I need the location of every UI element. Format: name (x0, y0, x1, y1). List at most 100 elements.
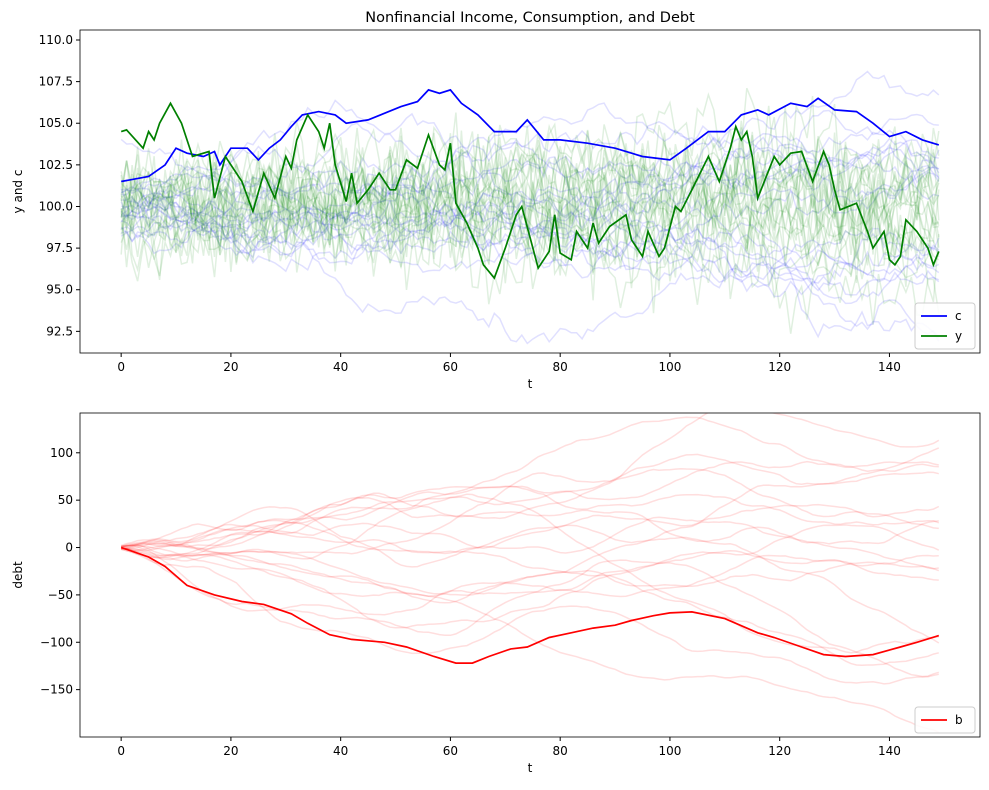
faint-debt-path (121, 524, 940, 629)
subplot-2: 0 20 40 60 80 100 120 140 −150 −100 −50 0 50 100 t debt… (11, 412, 981, 775)
y-tick-label: 95.0 (46, 283, 73, 297)
faint-y-path (120, 150, 939, 289)
y-tick-label: 105.0 (39, 116, 73, 130)
y-tick-label: 50 (58, 493, 73, 507)
faint-y-path (120, 130, 940, 275)
faint-c-path (120, 185, 940, 283)
x-tick-label: 100 (658, 744, 681, 758)
x-tick-label: 20 (223, 360, 238, 374)
faint-y-path (120, 177, 940, 278)
faint-debt-path (121, 522, 940, 644)
faint-y-path (120, 167, 940, 334)
faint-debt-path (121, 503, 940, 555)
legend-label-b: b (955, 713, 963, 727)
faint-y-path (120, 103, 940, 221)
faint-c-path (120, 198, 940, 342)
faint-c-path (120, 206, 940, 274)
faint-c-path (121, 122, 940, 226)
faint-y-path (120, 184, 940, 314)
legend-label-c: c (955, 309, 962, 323)
faint-y-path (120, 139, 940, 266)
faint-c-path (120, 137, 940, 252)
faint-c-path (120, 214, 940, 345)
faint-debt-path (121, 416, 939, 559)
y-axis-label: debt (11, 561, 25, 589)
axes-frame (79, 412, 981, 738)
x-tick-label: 80 (553, 744, 568, 758)
y-tick-label: −150 (40, 683, 73, 697)
x-tick-label: 140 (878, 744, 901, 758)
faint-c-path (120, 190, 940, 260)
x-tick-label: 140 (878, 360, 901, 374)
faint-debt-path (121, 467, 939, 555)
faint-y-path (120, 135, 940, 273)
faint-debt-path (121, 485, 940, 552)
faint-y-path (120, 155, 940, 265)
faint-y-path (120, 152, 940, 291)
x-tick-label: 100 (658, 360, 681, 374)
subplot-1: 0 20 40 60 80 100 120 140 92.5 95.0 97.5 100.0 102.5… (11, 10, 981, 391)
axes-frame (79, 29, 981, 354)
faint-c-path (121, 197, 940, 305)
faint-debt-path (120, 447, 940, 547)
y-tick-label: 0 (65, 541, 73, 555)
faint-debt-path (120, 496, 939, 570)
faint-y-path (120, 125, 940, 278)
faint-c-path (120, 109, 939, 225)
plot-area (120, 413, 940, 733)
y-tick-label: 97.5 (46, 241, 73, 255)
faint-y-path (120, 161, 940, 301)
faint-debt-path (121, 413, 940, 550)
faint-debt-path (120, 493, 939, 654)
faint-y-path (120, 126, 940, 248)
y-tick-label: −100 (40, 635, 73, 649)
faint-debt-path (121, 471, 939, 597)
y-tick-label: 102.5 (39, 158, 73, 172)
x-tick-label: 0 (117, 360, 125, 374)
x-axis-label: t (528, 377, 533, 391)
faint-c-path (121, 99, 940, 222)
faint-debt-path (121, 546, 939, 637)
x-tick-label: 120 (768, 360, 791, 374)
x-tick-label: 60 (443, 744, 458, 758)
x-tick-label: 0 (117, 744, 125, 758)
legend-label-y: y (955, 329, 962, 343)
x-tick-label: 80 (553, 360, 568, 374)
series-line-b (120, 546, 940, 664)
y-axis-label: y and c (11, 170, 25, 214)
y-tick-label: 92.5 (46, 324, 73, 338)
faint-c-path (120, 188, 940, 298)
faint-c-path (121, 174, 940, 293)
x-axis-label: t (528, 761, 533, 775)
faint-y-path (120, 146, 940, 287)
faint-debt-path (121, 506, 939, 568)
y-tick-label: 110.0 (39, 33, 73, 47)
series-line-c (121, 88, 940, 183)
faint-y-path (120, 124, 940, 239)
series-line-y (120, 101, 940, 280)
plot-area (120, 70, 940, 345)
faint-c-path (121, 145, 940, 203)
y-tick-label: −50 (48, 588, 73, 602)
x-tick-label: 40 (333, 744, 348, 758)
faint-debt-path (121, 544, 939, 616)
x-tick-label: 120 (768, 744, 791, 758)
chart-title: Nonfinancial Income, Consumption, and De… (365, 10, 695, 26)
y-tick-label: 100.0 (39, 199, 73, 213)
x-tick-label: 40 (333, 360, 348, 374)
faint-y-path (120, 129, 940, 259)
faint-c-path (120, 146, 939, 257)
y-tick-label: 100 (50, 446, 73, 460)
legend: cy (914, 302, 976, 350)
legend: b (914, 706, 976, 734)
faint-y-path (120, 87, 940, 220)
faint-debt-path (121, 544, 940, 678)
faint-c-path (120, 70, 940, 224)
faint-debt-path (121, 547, 940, 733)
faint-debt-path (121, 460, 939, 557)
x-tick-label: 20 (223, 744, 238, 758)
faint-c-path (120, 173, 939, 265)
faint-c-path (121, 102, 940, 220)
faint-debt-path (121, 547, 940, 597)
